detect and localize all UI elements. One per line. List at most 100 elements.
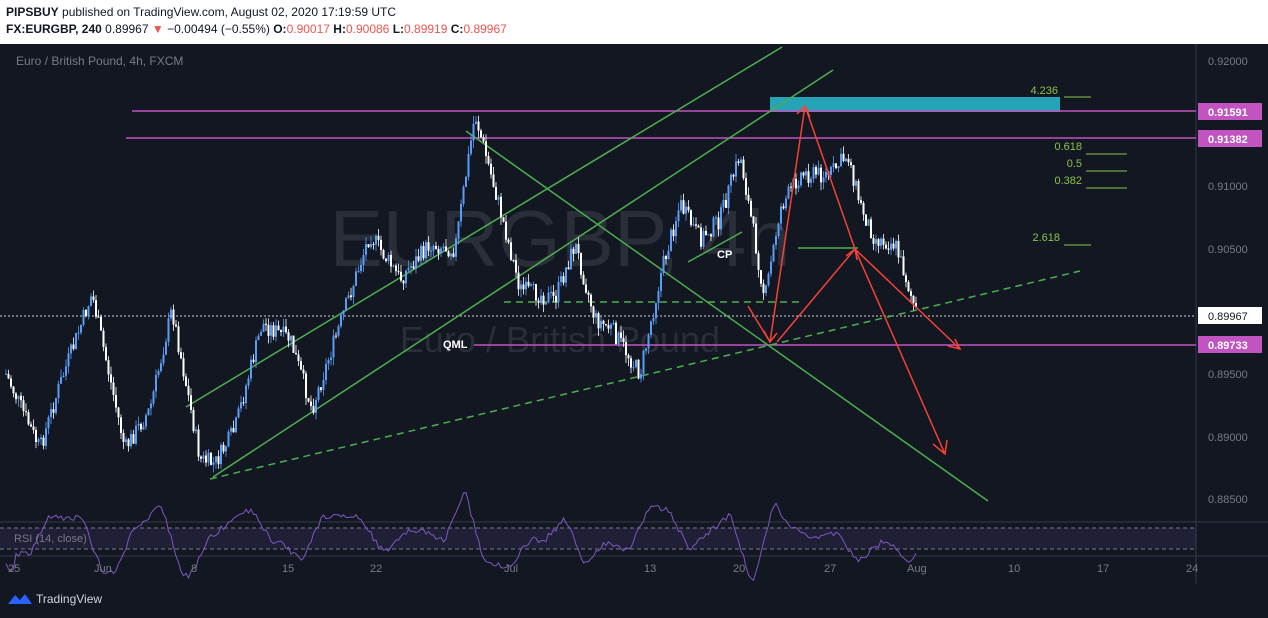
candle-body: [85, 310, 87, 317]
arrow-path: [769, 105, 961, 350]
candle-body: [615, 322, 617, 344]
series-title: Euro / British Pound, 4h, FXCM: [16, 54, 183, 68]
price-tag-second: [1198, 130, 1262, 147]
publisher-name[interactable]: PIPSBUY: [6, 5, 59, 19]
candle-body: [370, 244, 372, 248]
time-tick: 15: [282, 563, 294, 575]
target-zone[interactable]: [770, 97, 1060, 112]
candle-body: [67, 353, 70, 367]
candle-body: [790, 186, 792, 188]
candle-body: [820, 167, 822, 183]
candle-body: [150, 403, 152, 409]
candle-body: [295, 352, 297, 355]
candle-body: [137, 423, 140, 426]
candle-body: [635, 359, 637, 368]
candle-body: [142, 426, 145, 430]
candle-body: [892, 243, 895, 249]
price-change: −0.00494 (−0.55%): [167, 22, 270, 36]
candle-body: [177, 326, 180, 353]
arrow-segment: [854, 248, 946, 455]
candle-body: [502, 217, 505, 222]
candle-body: [275, 325, 277, 337]
candle-body: [750, 200, 752, 217]
candle-body: [105, 346, 107, 361]
descending-trendline[interactable]: [465, 130, 989, 502]
dashed-support-line[interactable]: [209, 270, 1081, 480]
candle-body: [510, 242, 512, 260]
candle-body: [12, 386, 15, 394]
time-tick: 17: [1097, 563, 1109, 575]
price-tag-last: [1198, 307, 1262, 324]
candle-body: [25, 411, 27, 413]
candle-body: [210, 452, 212, 465]
time-tick: 10: [1008, 563, 1020, 575]
projection-arrows[interactable]: [747, 104, 962, 456]
candle-body: [487, 156, 490, 164]
candle-body: [115, 394, 117, 408]
candle-body: [272, 325, 275, 337]
candle-body: [570, 248, 572, 270]
time-axis[interactable]: 25 Jun 8 15 22 Jul 13 20 27 Aug 10 17 24: [8, 563, 1198, 575]
candle-body: [812, 167, 815, 179]
published-text: published on TradingView.com, August 02,…: [62, 5, 397, 19]
candle-body: [587, 292, 590, 295]
candle-body: [627, 355, 630, 359]
candle-body: [207, 452, 210, 463]
candle-body: [465, 176, 467, 187]
candle-body: [75, 333, 77, 349]
candlestick-series: [5, 115, 917, 473]
candle-body: [477, 121, 480, 131]
fib-label: 0.5: [1067, 158, 1082, 170]
candle-body: [190, 395, 192, 410]
candle-body: [122, 432, 125, 442]
candle-body: [707, 234, 710, 236]
candle-body: [787, 186, 790, 199]
open-label: O:: [273, 22, 287, 36]
cp-trendline[interactable]: [687, 231, 743, 263]
candle-body: [592, 306, 595, 318]
candle-body: [877, 239, 880, 246]
candle-body: [630, 358, 632, 368]
candle-body: [520, 284, 522, 290]
rsi-band-fill: [0, 528, 1196, 549]
price-tick: 0.89500: [1208, 369, 1248, 381]
candle-body: [865, 214, 867, 226]
candle-body: [695, 224, 697, 226]
channel-lower-line[interactable]: [185, 46, 783, 408]
candle-body: [687, 206, 690, 211]
candle-body: [900, 256, 902, 258]
candle-body: [410, 266, 412, 268]
candle-body: [600, 320, 602, 329]
last-price: 0.89967: [105, 22, 149, 36]
candle-body: [547, 292, 550, 303]
candle-body: [282, 326, 285, 333]
tradingview-brand[interactable]: TradingView: [8, 592, 102, 606]
fib-label: 0.618: [1054, 141, 1082, 153]
candle-body: [727, 185, 730, 208]
candle-body: [380, 239, 382, 250]
candle-body: [800, 172, 802, 186]
price-axis[interactable]: 0.92000 0.91000 0.90500 0.89500 0.89000 …: [1208, 56, 1248, 506]
candle-body: [692, 224, 695, 226]
candle-body: [15, 393, 17, 400]
candle-body: [255, 340, 257, 363]
candle-body: [612, 322, 615, 325]
candle-body: [560, 276, 562, 283]
candle-body: [302, 369, 305, 374]
candle-body: [887, 248, 890, 250]
candle-body: [680, 200, 682, 211]
candle-body: [572, 248, 575, 254]
candle-body: [682, 200, 685, 214]
candle-body: [300, 361, 302, 370]
candle-body: [795, 178, 797, 189]
candle-body: [340, 314, 342, 327]
candle-body: [470, 140, 472, 154]
time-tick: 20: [733, 563, 745, 575]
candle-body: [862, 202, 865, 215]
price-chart[interactable]: EURGBP, 4h Euro / British Pound Euro / B…: [0, 44, 1268, 584]
candle-body: [405, 270, 407, 284]
candle-body: [480, 130, 482, 138]
candle-body: [230, 428, 232, 432]
arrowhead: [932, 439, 948, 456]
candle-body: [102, 330, 105, 347]
